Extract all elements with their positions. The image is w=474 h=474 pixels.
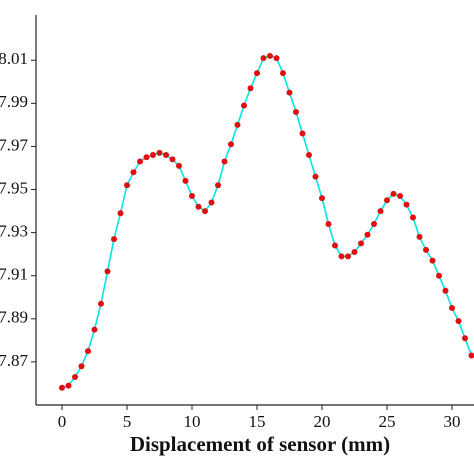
data-point <box>260 55 267 62</box>
data-point <box>280 70 286 77</box>
data-point <box>143 154 150 161</box>
data-point <box>358 240 364 247</box>
data-point <box>351 249 358 256</box>
data-point <box>273 55 280 62</box>
data-point <box>150 152 156 159</box>
data-point <box>410 214 416 221</box>
data-point <box>195 203 202 210</box>
x-tick-label: 25 <box>379 412 396 431</box>
data-point <box>59 384 65 391</box>
data-point <box>312 173 319 180</box>
data-point <box>215 182 221 189</box>
data-point <box>228 141 234 148</box>
data-point <box>397 192 403 199</box>
data-point <box>364 231 371 238</box>
y-tick-label: 7.89 <box>0 308 28 327</box>
data-point <box>436 272 442 279</box>
x-tick-label: 5 <box>123 412 132 431</box>
data-point <box>65 382 72 389</box>
data-point <box>449 305 455 312</box>
y-tick-label: 7.87 <box>0 351 29 370</box>
data-point <box>124 182 130 189</box>
data-point <box>299 130 306 137</box>
y-tick-label: 7.91 <box>0 265 28 284</box>
data-point <box>462 335 468 342</box>
y-tick-label: 7.93 <box>0 222 28 241</box>
data-point <box>384 197 390 204</box>
data-point <box>371 221 377 228</box>
data-point <box>416 233 423 240</box>
data-point <box>468 352 474 359</box>
data-point <box>156 149 163 156</box>
data-point <box>202 208 208 215</box>
data-point <box>345 253 351 260</box>
data-point <box>72 373 78 380</box>
data-point <box>208 199 215 206</box>
x-tick-label: 15 <box>249 412 266 431</box>
data-point <box>247 85 254 92</box>
data-point <box>293 108 299 115</box>
data-point <box>286 89 293 96</box>
data-point <box>319 195 325 202</box>
data-point <box>455 317 462 324</box>
data-point <box>169 156 176 163</box>
data-point <box>234 121 241 128</box>
data-point <box>182 177 189 184</box>
data-point <box>117 210 124 217</box>
data-point <box>429 257 436 264</box>
data-point <box>241 102 247 109</box>
data-point <box>111 236 117 243</box>
data-point <box>442 287 449 294</box>
data-point <box>137 158 143 165</box>
data-point <box>91 326 98 333</box>
data-point <box>338 253 345 260</box>
data-point <box>221 158 228 165</box>
x-tick-label: 30 <box>444 412 461 431</box>
data-point <box>98 300 104 307</box>
x-tick-label: 10 <box>184 412 201 431</box>
data-point <box>78 363 85 370</box>
y-tick-label: 8.01 <box>0 49 28 68</box>
data-point <box>189 192 195 199</box>
data-point <box>267 52 273 59</box>
data-point <box>332 242 338 249</box>
series-line <box>61 55 473 389</box>
data-point <box>85 348 91 355</box>
data-point <box>163 152 169 159</box>
data-point <box>377 208 384 215</box>
data-point <box>306 152 312 159</box>
data-point <box>104 268 111 275</box>
data-point <box>325 221 332 228</box>
x-tick-label: 0 <box>58 412 67 431</box>
data-point <box>403 201 410 208</box>
y-tick-label: 7.99 <box>0 92 28 111</box>
x-axis-label: Displacement of sensor (mm) <box>130 432 390 456</box>
y-tick-label: 7.97 <box>0 135 29 154</box>
data-point <box>176 162 182 169</box>
data-point <box>130 169 137 176</box>
data-point <box>254 70 260 77</box>
y-tick-label: 7.95 <box>0 178 28 197</box>
x-tick-label: 20 <box>314 412 331 431</box>
data-point <box>423 246 429 253</box>
data-point <box>390 190 397 197</box>
